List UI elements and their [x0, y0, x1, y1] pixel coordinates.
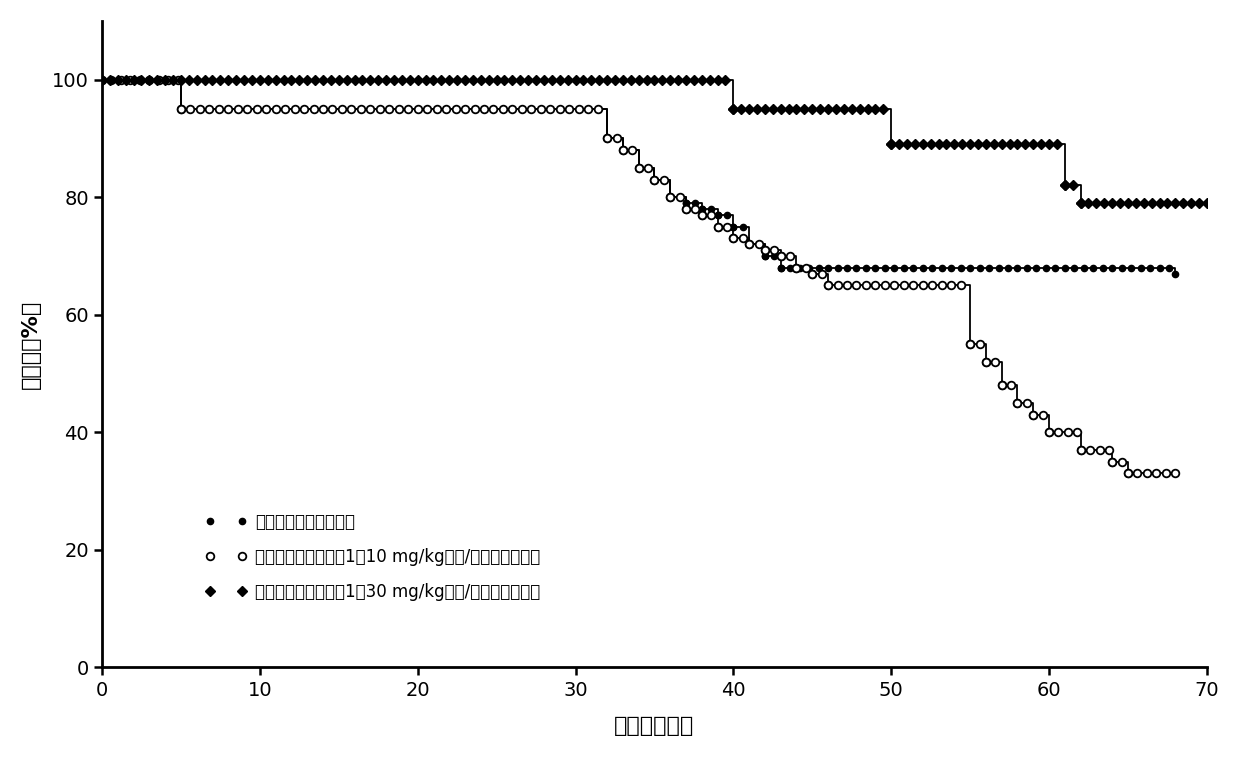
坡地沙坦酯、实施例1（10 mg/kg体重/天）组合给药组 — [343, 104, 358, 114]
坡地沙坦酯、实施例1（10 mg/kg体重/天）组合给药组 — [174, 104, 188, 114]
Y-axis label: 存活率（%）: 存活率（%） — [21, 300, 41, 388]
坡地沙坦酯、实施例1（30 mg/kg体重/天）组合给药组 — [1199, 198, 1214, 207]
坡地沙坦酯、实施例1（10 mg/kg体重/天）组合给药组 — [694, 210, 709, 220]
坡地沙坦酯、实施例1（10 mg/kg体重/天）组合给药组 — [878, 281, 893, 290]
坡地沙坦酯单剂给药组 — [184, 104, 198, 114]
坡地沙坦酯、实施例1（10 mg/kg体重/天）组合给药组 — [1121, 469, 1136, 478]
坡地沙坦酯、实施例1（30 mg/kg体重/天）组合给药组 — [1128, 198, 1143, 207]
坡地沙坦酯、实施例1（30 mg/kg体重/天）组合给药组 — [1073, 198, 1087, 207]
坡地沙坦酯、实施例1（30 mg/kg体重/天）组合给药组 — [103, 75, 118, 84]
坡地沙坦酯、实施例1（30 mg/kg体重/天）组合给药组 — [971, 140, 986, 149]
坡地沙坦酯、实施例1（10 mg/kg体重/天）组合给药组 — [782, 251, 797, 260]
Line: 坡地沙坦酯、实施例1（10 mg/kg体重/天）组合给药组: 坡地沙坦酯、实施例1（10 mg/kg体重/天）组合给药组 — [98, 76, 1179, 477]
坡地沙坦酯单剂给药组 — [925, 263, 940, 273]
X-axis label: 给药后的天数: 给药后的天数 — [614, 716, 694, 736]
坡地沙坦酯单剂给药组 — [94, 75, 109, 84]
Line: 坡地沙坦酯、实施例1（30 mg/kg体重/天）组合给药组: 坡地沙坦酯、实施例1（30 mg/kg体重/天）组合给药组 — [98, 76, 1210, 207]
坡地沙坦酯单剂给药组 — [458, 104, 472, 114]
坡地沙坦酯、实施例1（30 mg/kg体重/天）组合给药组 — [150, 75, 165, 84]
坡地沙坦酯、实施例1（10 mg/kg体重/天）组合给药组 — [1168, 469, 1183, 478]
坡地沙坦酯、实施例1（30 mg/kg体重/天）组合给药组 — [94, 75, 109, 84]
坡地沙坦酯单剂给药组 — [934, 263, 949, 273]
坡地沙坦酯单剂给药组 — [496, 104, 511, 114]
坡地沙坦酯、实施例1（10 mg/kg体重/天）组合给药组 — [678, 204, 693, 213]
坡地沙坦酯、实施例1（30 mg/kg体重/天）组合给药组 — [742, 104, 756, 114]
坡地沙坦酯单剂给药组 — [231, 104, 246, 114]
Line: 坡地沙坦酯单剂给药组: 坡地沙坦酯单剂给药组 — [99, 76, 1178, 276]
坡地沙坦酯、实施例1（10 mg/kg体重/天）组合给药组 — [94, 75, 109, 84]
坡地沙坦酯单剂给药组 — [1168, 269, 1183, 278]
坡地沙坦酯、实施例1（30 mg/kg体重/天）组合给药组 — [939, 140, 954, 149]
Legend: 坡地沙坦酯单剂给药组, 坡地沙坦酯、实施例1（10 mg/kg体重/天）组合给药组, 坡地沙坦酯、实施例1（30 mg/kg体重/天）组合给药组: 坡地沙坦酯单剂给药组, 坡地沙坦酯、实施例1（10 mg/kg体重/天）组合给药… — [198, 506, 547, 607]
